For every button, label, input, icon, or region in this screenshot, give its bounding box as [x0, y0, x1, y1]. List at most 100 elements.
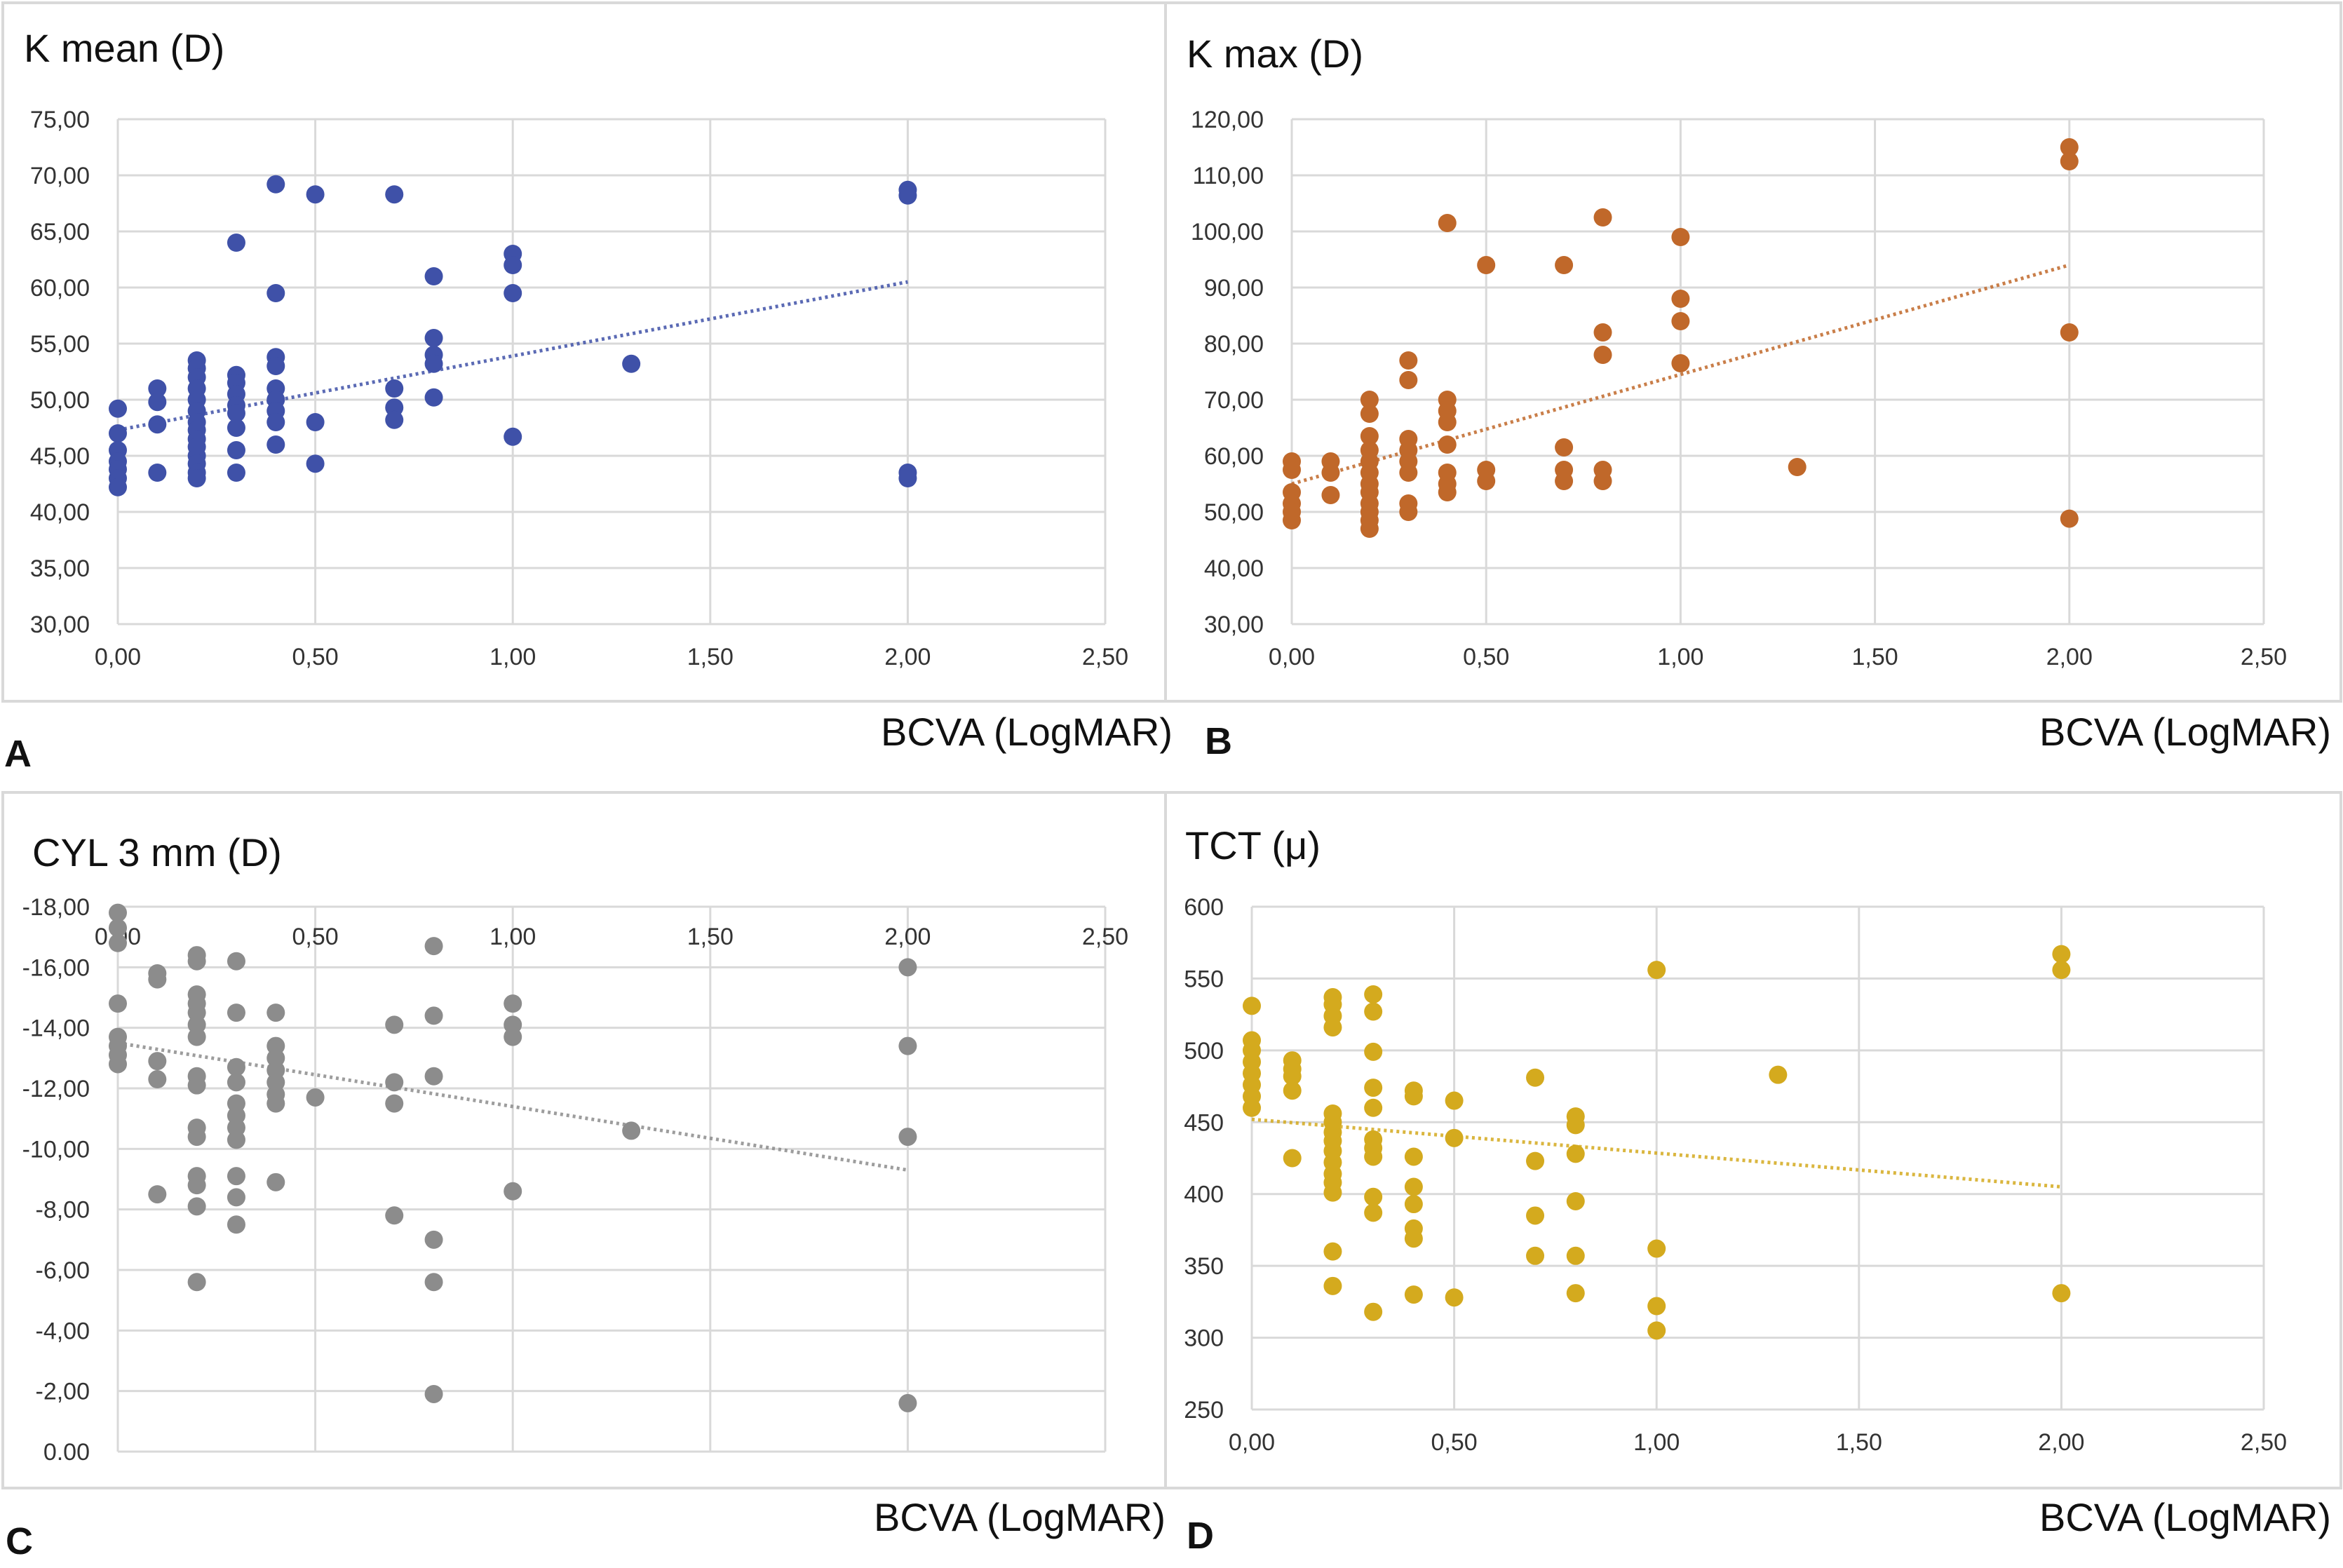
c-data-point: [148, 1052, 167, 1071]
d-data-point: [1647, 1321, 1666, 1340]
a-data-point: [148, 415, 167, 434]
panel-c: CYL 3 mm (D) 0.00 -2,00 -4,00 -6,00 -8,00 -10…: [1, 791, 1168, 1562]
b-data-point: [2060, 152, 2079, 170]
b-data-point: [1321, 486, 1340, 504]
d-data-point: [1647, 961, 1666, 980]
c-data-point: [227, 952, 245, 971]
c-data-point: [266, 1094, 285, 1113]
c-data-point: [187, 1027, 206, 1046]
panel-a-x-axis-label: BCVA (LogMAR): [881, 710, 1173, 754]
d-data-point: [1364, 1187, 1383, 1206]
c-data-point: [424, 1384, 443, 1403]
panel-d-plot: 250 300 350 400 450 500 550 600 0,00 0,50 1,00 1,50…: [1184, 894, 2287, 1456]
c-data-point: [504, 994, 522, 1013]
a-data-point: [148, 464, 167, 482]
panel-c-label: C: [6, 1520, 33, 1562]
c-data-point: [306, 1088, 325, 1107]
d-x-tick-label: 1,00: [1633, 1429, 1680, 1456]
d-trendline: [1251, 1117, 2062, 1189]
c-data-point: [227, 1188, 245, 1207]
d-data-point: [1566, 1144, 1585, 1163]
c-data-point: [227, 1130, 245, 1149]
d-data-point: [1364, 1147, 1383, 1166]
c-data-point: [898, 958, 917, 977]
b-data-point: [1399, 351, 1418, 370]
c-data-point: [266, 1172, 285, 1191]
d-data-point: [1647, 1239, 1666, 1258]
d-data-point: [1243, 1098, 1261, 1117]
b-data-point: [1593, 208, 1612, 227]
d-data-point: [1526, 1068, 1545, 1087]
b-y-tick-label: 100,00: [1191, 219, 1264, 245]
c-data-point: [424, 1273, 443, 1292]
d-y-tick-label: 500: [1184, 1038, 1224, 1065]
panel-a: K mean (D) 30,00 35,00 40,00 45,00 50,00 55,0…: [1, 1, 1173, 775]
a-data-point: [898, 469, 917, 487]
b-data-point: [1438, 483, 1457, 501]
b-y-tick-label: 40,00: [1204, 555, 1264, 582]
c-y-tick-label: -18,00: [22, 894, 90, 921]
b-x-tick-label: 2,50: [2241, 644, 2287, 670]
d-data-point: [1526, 1151, 1545, 1170]
a-data-point: [424, 388, 443, 407]
c-data-point: [424, 1006, 443, 1025]
b-x-tick-label: 1,50: [1852, 644, 1898, 670]
c-data-point: [424, 937, 443, 956]
a-data-point: [306, 454, 325, 473]
b-data-point: [1671, 354, 1690, 372]
c-data-point: [424, 1230, 443, 1249]
a-data-point: [385, 185, 404, 204]
c-data-point: [109, 919, 127, 938]
b-y-tick-label: 90,00: [1204, 275, 1264, 302]
b-data-point: [1438, 413, 1457, 431]
a-data-point: [266, 435, 285, 454]
d-data-point: [1404, 1229, 1423, 1248]
c-data-point: [898, 1036, 917, 1055]
c-y-tick-label: -12,00: [22, 1076, 90, 1102]
a-data-point: [306, 413, 325, 431]
panel-b-title: K max (D): [1187, 32, 1363, 76]
b-data-point: [1360, 520, 1379, 538]
b-data-point: [1438, 435, 1457, 454]
c-data-point: [227, 1003, 245, 1022]
a-data-point: [227, 419, 245, 437]
b-x-tick-label: 2,00: [2046, 644, 2093, 670]
b-data-point: [1360, 405, 1379, 423]
b-y-tick-label: 70,00: [1204, 387, 1264, 414]
b-y-tick-label: 120,00: [1191, 107, 1264, 133]
c-y-tick-label: -10,00: [22, 1136, 90, 1163]
panel-d-title: TCT (μ): [1185, 823, 1321, 867]
a-data-point: [424, 329, 443, 347]
d-data-point: [1283, 1149, 1302, 1168]
c-x-tick-label: 2,50: [1082, 924, 1128, 950]
c-y-tick-label: -2,00: [36, 1379, 90, 1405]
b-data-point: [1555, 438, 1574, 457]
b-data-point: [1788, 458, 1807, 476]
b-data-point: [2060, 509, 2079, 528]
c-x-tick-label: 0,50: [292, 924, 339, 950]
b-y-tick-label: 30,00: [1204, 611, 1264, 638]
d-data-point: [2052, 1284, 2071, 1303]
c-y-tick-label: -16,00: [22, 954, 90, 981]
b-data-point: [1438, 214, 1457, 232]
d-data-point: [1364, 1042, 1383, 1061]
c-data-point: [227, 1073, 245, 1092]
b-data-point: [1593, 472, 1612, 490]
panel-c-x-axis-label: BCVA (LogMAR): [874, 1495, 1166, 1539]
a-y-tick-label: 60,00: [30, 275, 90, 302]
c-data-point: [109, 903, 127, 922]
a-x-tick-label: 0,00: [95, 644, 141, 670]
d-data-point: [1364, 1302, 1383, 1321]
b-data-point: [2060, 138, 2079, 156]
c-data-point: [385, 1206, 404, 1225]
b-x-tick-label: 1,00: [1657, 644, 1703, 670]
d-data-point: [1445, 1128, 1464, 1147]
d-y-tick-label: 450: [1184, 1109, 1224, 1136]
d-data-point: [1404, 1195, 1423, 1214]
b-trendline: [1291, 263, 2070, 486]
panel-d-x-axis-label: BCVA (LogMAR): [2039, 1495, 2331, 1539]
d-data-point: [1283, 1067, 1302, 1086]
a-data-point: [385, 410, 404, 429]
a-data-point: [424, 267, 443, 285]
